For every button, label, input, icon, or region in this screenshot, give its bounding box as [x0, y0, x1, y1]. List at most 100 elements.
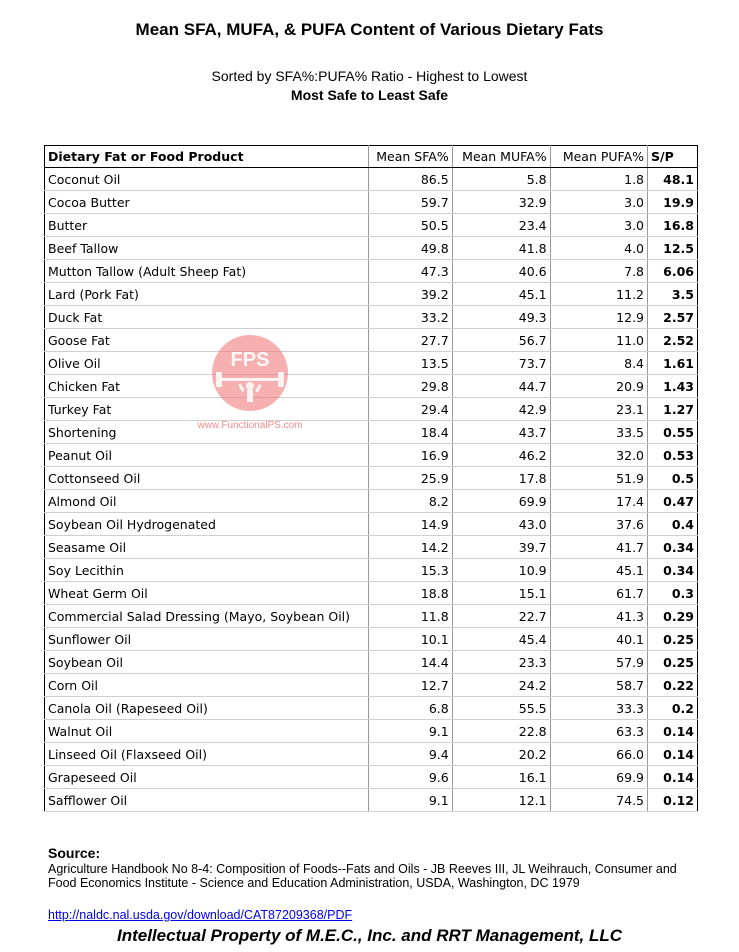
cell-sfa: 59.7 [368, 190, 453, 214]
cell-mufa: 43.7 [452, 420, 551, 444]
cell-product: Almond Oil [44, 489, 370, 513]
cell-pufa: 7.8 [550, 259, 649, 283]
cell-sfa: 8.2 [368, 489, 453, 513]
header-product: Dietary Fat or Food Product [44, 145, 370, 168]
cell-mufa: 55.5 [452, 696, 551, 720]
table-row: Chicken Fat 29.8 44.7 20.9 1.43 [44, 374, 698, 398]
cell-mufa: 40.6 [452, 259, 551, 283]
table-row: Linseed Oil (Flaxseed Oil) 9.4 20.2 66.0 0.1… [44, 742, 698, 766]
cell-pufa: 58.7 [550, 673, 649, 697]
source-link[interactable]: http://naldc.nal.usda.gov/download/CAT87… [48, 908, 353, 922]
cell-pufa: 37.6 [550, 512, 649, 536]
cell-sfa: 14.9 [368, 512, 453, 536]
cell-sfa: 11.8 [368, 604, 453, 628]
cell-pufa: 3.0 [550, 213, 649, 237]
table-row: Walnut Oil 9.1 22.8 63.3 0.14 [44, 719, 698, 743]
cell-mufa: 5.8 [452, 167, 551, 191]
cell-sp-ratio: 0.25 [647, 627, 698, 651]
cell-sfa: 29.8 [368, 374, 453, 398]
cell-sp-ratio: 0.47 [647, 489, 698, 513]
cell-pufa: 40.1 [550, 627, 649, 651]
cell-product: Goose Fat [44, 328, 370, 352]
cell-product: Shortening [44, 420, 370, 444]
cell-sfa: 47.3 [368, 259, 453, 283]
table-row: Canola Oil (Rapeseed Oil) 6.8 55.5 33.3 0.2 [44, 696, 698, 720]
table-row: Goose Fat 27.7 56.7 11.0 2.52 [44, 328, 698, 352]
cell-product: Wheat Germ Oil [44, 581, 370, 605]
cell-mufa: 16.1 [452, 765, 551, 789]
cell-product: Soy Lecithin [44, 558, 370, 582]
cell-sp-ratio: 0.25 [647, 650, 698, 674]
table-row: Turkey Fat 29.4 42.9 23.1 1.27 [44, 397, 698, 421]
cell-product: Grapeseed Oil [44, 765, 370, 789]
table-row: Soybean Oil Hydrogenated 14.9 43.0 37.6 0.4 [44, 512, 698, 536]
cell-pufa: 23.1 [550, 397, 649, 421]
cell-product: Sunflower Oil [44, 627, 370, 651]
cell-pufa: 66.0 [550, 742, 649, 766]
cell-pufa: 33.5 [550, 420, 649, 444]
source-label: Source: [48, 845, 101, 861]
cell-sfa: 33.2 [368, 305, 453, 329]
cell-sfa: 12.7 [368, 673, 453, 697]
cell-sp-ratio: 6.06 [647, 259, 698, 283]
cell-sp-ratio: 3.5 [647, 282, 698, 306]
cell-sfa: 18.8 [368, 581, 453, 605]
cell-sp-ratio: 0.4 [647, 512, 698, 536]
watermark-circle [212, 335, 288, 411]
cell-sp-ratio: 0.14 [647, 765, 698, 789]
table-row: Commercial Salad Dressing (Mayo, Soybean… [44, 604, 698, 628]
cell-sfa: 16.9 [368, 443, 453, 467]
fat-content-table: Dietary Fat or Food Product Mean SFA% Me… [44, 145, 698, 812]
cell-pufa: 57.9 [550, 650, 649, 674]
cell-pufa: 4.0 [550, 236, 649, 260]
cell-mufa: 17.8 [452, 466, 551, 490]
cell-mufa: 49.3 [452, 305, 551, 329]
table-row: Coconut Oil 86.5 5.8 1.8 48.1 [44, 167, 698, 191]
cell-pufa: 45.1 [550, 558, 649, 582]
cell-mufa: 44.7 [452, 374, 551, 398]
cell-sp-ratio: 0.34 [647, 558, 698, 582]
cell-mufa: 15.1 [452, 581, 551, 605]
cell-sp-ratio: 0.14 [647, 719, 698, 743]
barbell-lifter-icon [216, 372, 284, 402]
table-row: Wheat Germ Oil 18.8 15.1 61.7 0.3 [44, 581, 698, 605]
cell-sp-ratio: 0.55 [647, 420, 698, 444]
cell-product: Butter [44, 213, 370, 237]
table-body: Coconut Oil 86.5 5.8 1.8 48.1 Cocoa Butter 59.… [44, 167, 698, 812]
cell-product: Coconut Oil [44, 167, 370, 191]
cell-product: Linseed Oil (Flaxseed Oil) [44, 742, 370, 766]
cell-sp-ratio: 0.53 [647, 443, 698, 467]
cell-sp-ratio: 0.2 [647, 696, 698, 720]
table-row: Peanut Oil 16.9 46.2 32.0 0.53 [44, 443, 698, 467]
cell-pufa: 32.0 [550, 443, 649, 467]
table-row: Soybean Oil 14.4 23.3 57.9 0.25 [44, 650, 698, 674]
cell-product: Seasame Oil [44, 535, 370, 559]
watermark-logo-text: FPS [231, 349, 270, 371]
source-citation: Agriculture Handbook No 8-4: Composition… [48, 862, 677, 890]
table-row: Safflower Oil 9.1 12.1 74.5 0.12 [44, 788, 698, 812]
cell-sp-ratio: 1.61 [647, 351, 698, 375]
cell-pufa: 1.8 [550, 167, 649, 191]
cell-mufa: 73.7 [452, 351, 551, 375]
cell-product: Turkey Fat [44, 397, 370, 421]
cell-pufa: 63.3 [550, 719, 649, 743]
cell-product: Safflower Oil [44, 788, 370, 812]
cell-mufa: 45.4 [452, 627, 551, 651]
copyright-footer: Intellectual Property of M.E.C., Inc. an… [116, 926, 623, 945]
cell-pufa: 61.7 [550, 581, 649, 605]
cell-product: Corn Oil [44, 673, 370, 697]
cell-product: Mutton Tallow (Adult Sheep Fat) [44, 259, 370, 283]
table-row: Soy Lecithin 15.3 10.9 45.1 0.34 [44, 558, 698, 582]
cell-sfa: 50.5 [368, 213, 453, 237]
cell-mufa: 56.7 [452, 328, 551, 352]
cell-pufa: 74.5 [550, 788, 649, 812]
cell-mufa: 22.8 [452, 719, 551, 743]
cell-pufa: 8.4 [550, 351, 649, 375]
table-row: Cottonseed Oil 25.9 17.8 51.9 0.5 [44, 466, 698, 490]
page-title: Mean SFA, MUFA, & PUFA Content of Variou… [135, 20, 604, 39]
cell-sp-ratio: 0.34 [647, 535, 698, 559]
cell-sfa: 14.2 [368, 535, 453, 559]
cell-sfa: 9.1 [368, 719, 453, 743]
cell-pufa: 11.2 [550, 282, 649, 306]
cell-product: Peanut Oil [44, 443, 370, 467]
